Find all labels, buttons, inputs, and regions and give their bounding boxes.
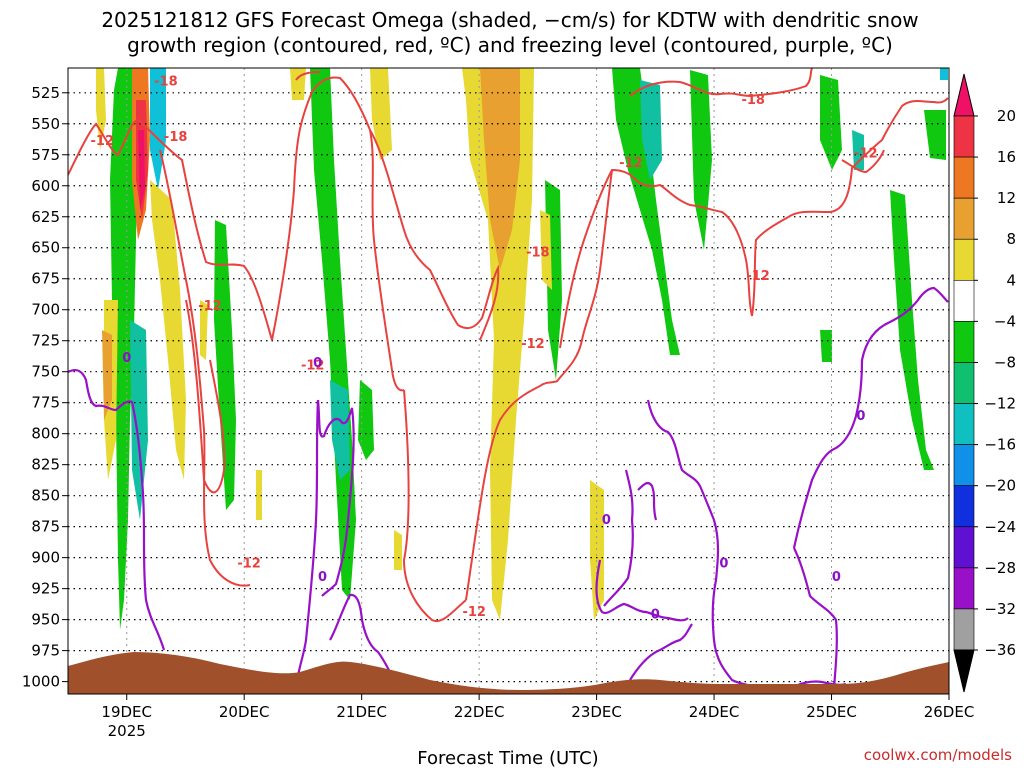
purple-contours bbox=[68, 286, 949, 690]
colorbar-top-arrow bbox=[953, 73, 975, 117]
y-tick-label: 775 bbox=[31, 394, 60, 412]
y-tick-label: 625 bbox=[31, 208, 60, 226]
colorbar-segment bbox=[953, 115, 975, 158]
y-tick-label: 550 bbox=[31, 115, 60, 133]
red-contours bbox=[68, 68, 949, 623]
y-tick-label: 825 bbox=[31, 456, 60, 474]
red-contour-label: -12 bbox=[198, 299, 222, 314]
chart-title-line2: growth region (contoured, red, ºC) and f… bbox=[127, 33, 893, 57]
colorbar-segment bbox=[953, 567, 975, 610]
y-tick-label: 950 bbox=[31, 611, 60, 629]
colorbar-label: 16 bbox=[997, 148, 1016, 166]
x-year-label: 2025 bbox=[108, 722, 146, 740]
colorbar-segment bbox=[953, 321, 975, 363]
y-tick-label: 600 bbox=[31, 177, 60, 195]
y-tick-label: 850 bbox=[31, 487, 60, 505]
y-tick-label: 925 bbox=[31, 580, 60, 598]
purple-contour-label: 0 bbox=[602, 513, 611, 528]
y-tick-label: 875 bbox=[31, 518, 60, 536]
x-tick-label: 21DEC bbox=[336, 703, 387, 721]
y-tick-label: 525 bbox=[31, 84, 60, 102]
colorbar-label: 12 bbox=[997, 189, 1016, 207]
plot-area: -18-12 -18-12-12-18-12-12-12-12-18-12-12 … bbox=[68, 68, 949, 694]
y-tick-label: 1000 bbox=[22, 673, 60, 691]
colorbar-label: −12 bbox=[984, 395, 1016, 413]
red-contour-label: -18 bbox=[526, 245, 550, 260]
y-tick-label: 900 bbox=[31, 549, 60, 567]
x-axis: 19DEC 20DEC 21DEC 22DEC 23DEC 24DEC 25DEC 26DEC… bbox=[101, 694, 974, 740]
y-tick-label: 975 bbox=[31, 642, 60, 660]
colorbar-label: −8 bbox=[994, 353, 1016, 371]
y-axis: 525 550 575 600 625 650 675 700 725 750 775 800 825 8… bbox=[22, 84, 68, 691]
colorbar-segment bbox=[953, 403, 975, 445]
y-tick-label: 675 bbox=[31, 270, 60, 288]
red-contour-label: -12 bbox=[521, 337, 545, 352]
colorbar-label: 4 bbox=[1006, 271, 1016, 289]
colorbar-segment bbox=[953, 526, 975, 569]
x-tick-label: 26DEC bbox=[924, 703, 975, 721]
red-contour-label: -12 bbox=[619, 156, 643, 171]
grid-lines bbox=[68, 68, 949, 694]
colorbar-label: −4 bbox=[994, 312, 1016, 330]
colorbar-label: 20 bbox=[997, 107, 1016, 125]
red-contour-label: -12 bbox=[746, 269, 770, 284]
red-contour-label: -12 bbox=[854, 146, 878, 161]
red-contour-label: -18 bbox=[164, 130, 188, 145]
y-tick-label: 725 bbox=[31, 332, 60, 350]
colorbar-segment bbox=[953, 197, 975, 240]
colorbar-label: −24 bbox=[984, 518, 1016, 536]
x-tick-label: 19DEC bbox=[101, 703, 152, 721]
y-tick-label: 650 bbox=[31, 239, 60, 257]
chart-title-line1: 2025121812 GFS Forecast Omega (shaded, −… bbox=[101, 8, 918, 32]
colorbar-label: −20 bbox=[984, 477, 1016, 495]
purple-contour-labels: 0 0 0 0 0 0 0 0 bbox=[122, 351, 865, 623]
purple-contour-label: 0 bbox=[122, 351, 131, 366]
purple-contour-label: 0 bbox=[651, 607, 660, 622]
purple-contour-label: 0 bbox=[856, 409, 865, 424]
red-contour-label: -18 bbox=[741, 93, 765, 108]
colorbar-segment bbox=[953, 608, 975, 651]
red-contour-label: -12 bbox=[462, 605, 486, 620]
colorbar-segment bbox=[953, 238, 975, 281]
x-tick-label: 23DEC bbox=[571, 703, 622, 721]
purple-contour-label: 0 bbox=[719, 557, 728, 572]
colorbar-label: −28 bbox=[984, 559, 1016, 577]
y-tick-label: 700 bbox=[31, 301, 60, 319]
colorbar-segment bbox=[953, 362, 975, 404]
red-contour-label: -12 bbox=[301, 358, 325, 373]
purple-contour-label: 0 bbox=[313, 356, 322, 371]
plot-border bbox=[67, 67, 950, 695]
colorbar-label: −16 bbox=[984, 436, 1016, 454]
colorbar-label: −32 bbox=[984, 600, 1016, 618]
colorbar-segment bbox=[953, 444, 975, 486]
credit-text: coolwx.com/models bbox=[864, 746, 1012, 764]
x-tick-label: 24DEC bbox=[689, 703, 740, 721]
colorbar-label: 8 bbox=[1006, 230, 1016, 248]
x-tick-label: 22DEC bbox=[454, 703, 505, 721]
colorbar-segment bbox=[953, 156, 975, 199]
colorbar-segment bbox=[953, 280, 975, 322]
red-contour-label: -18 bbox=[154, 74, 178, 89]
y-tick-label: 575 bbox=[31, 146, 60, 164]
colorbar: 20 16 12 8 4 −4 −8 −12 −16 −20 −24 −28 −32 −36 bbox=[953, 73, 1016, 693]
red-contour-label: -12 bbox=[91, 134, 115, 149]
colorbar-segment bbox=[953, 485, 975, 528]
red-contour-labels: -18 -12 -18 -12 -12 -18 -12 -12 -12 -12 -18 -12 -12 bbox=[91, 74, 878, 620]
purple-contour-label: 0 bbox=[832, 570, 841, 585]
colorbar-bottom-arrow bbox=[953, 649, 975, 693]
x-axis-label: Forecast Time (UTC) bbox=[417, 748, 598, 768]
colorbar-label: −36 bbox=[984, 641, 1016, 659]
purple-contour-label: 0 bbox=[318, 570, 327, 585]
y-tick-label: 800 bbox=[31, 425, 60, 443]
y-tick-label: 750 bbox=[31, 363, 60, 381]
x-tick-label: 20DEC bbox=[219, 703, 270, 721]
x-tick-label: 25DEC bbox=[806, 703, 857, 721]
red-contour-label: -12 bbox=[237, 557, 261, 572]
terrain-fill bbox=[68, 652, 949, 694]
